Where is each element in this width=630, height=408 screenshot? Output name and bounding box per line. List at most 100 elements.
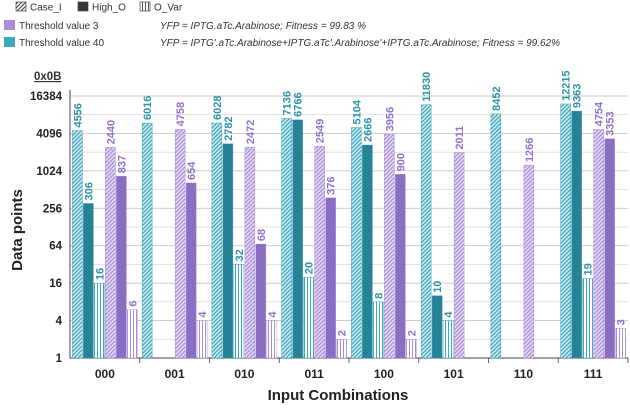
bar-high-o-t3 xyxy=(395,174,406,359)
legend-threshold-label: Threshold value 40 xyxy=(19,38,104,49)
y-tick-label: 16384 xyxy=(30,91,63,103)
bar-case-i-t3 xyxy=(523,164,535,359)
legend-threshold-label: Threshold value 3 xyxy=(19,21,99,32)
corner-label: 0x0B xyxy=(34,71,62,83)
x-tick-label: 001 xyxy=(165,367,185,381)
legend-equation: YFP = IPTG.aTc.Arabinose; Fitness = 99.8… xyxy=(160,21,366,32)
bar-case-i-t40 xyxy=(490,113,502,359)
bar-value-label: 2440 xyxy=(105,120,117,144)
y-axis-label: Data points xyxy=(9,189,26,271)
bar-value-label: 4556 xyxy=(72,103,84,127)
bar-case-i-t3 xyxy=(314,146,325,359)
legend-swatch-o-var xyxy=(139,1,151,12)
bar-value-label: 2666 xyxy=(362,118,374,142)
bar-o-var-t3 xyxy=(266,320,278,359)
legend-swatch-threshold xyxy=(4,37,15,47)
bar-value-label: 10 xyxy=(432,281,444,293)
y-tick-label: 16 xyxy=(49,278,62,290)
bar-value-label: 2011 xyxy=(454,126,466,150)
bar-high-o-t3 xyxy=(604,138,615,359)
legend-label: O_Var xyxy=(154,3,183,14)
bar-high-o-t40 xyxy=(431,295,443,359)
bar-high-o-t40 xyxy=(362,144,373,359)
bar-o-var-t40 xyxy=(94,282,105,359)
bar-high-o-t40 xyxy=(571,110,582,359)
bar-value-label: 6 xyxy=(127,300,139,306)
bar-value-label: 4 xyxy=(443,311,455,318)
bar-value-label: 4754 xyxy=(594,101,606,126)
legend-swatch-high-o xyxy=(77,1,89,12)
bar-value-label: 19 xyxy=(583,263,595,275)
y-axis-ticks: 1 4 16 64 256 1024 4096 16384 xyxy=(30,91,63,365)
bar-value-label: 6028 xyxy=(212,96,224,120)
bar-high-o-t3 xyxy=(116,176,127,359)
legend-equation: YFP = IPTG'.aTc.Arabinose+IPTG.aTc'.Arab… xyxy=(160,38,560,49)
bar-value-label: 3 xyxy=(616,319,628,325)
x-tick-label: 000 xyxy=(95,367,115,381)
bar-value-label: 4 xyxy=(267,311,279,318)
bar-o-var-t3 xyxy=(336,339,347,359)
bar-value-label: 3956 xyxy=(384,107,396,131)
bar-value-label: 900 xyxy=(395,153,407,171)
x-tick-label: 100 xyxy=(374,367,394,381)
x-axis-label: Input Combinations xyxy=(268,387,409,403)
y-tick-label: 1 xyxy=(56,353,63,365)
bar-high-o-t3 xyxy=(255,243,267,359)
bar-value-label: 20 xyxy=(304,262,316,274)
bar-case-i-t3 xyxy=(384,134,395,359)
bar-case-i-t40 xyxy=(351,127,362,359)
bar-value-label: 2 xyxy=(337,330,349,336)
x-tick-label: 011 xyxy=(304,367,324,381)
bar-o-var-t40 xyxy=(442,320,454,359)
x-axis-ticks: 000 001 010 011 100 101 110 111 xyxy=(95,358,629,381)
x-tick-label: 010 xyxy=(234,367,254,381)
bar-value-label: 68 xyxy=(256,229,268,241)
bar-high-o-t40 xyxy=(222,143,234,359)
bar-value-label: 2472 xyxy=(245,120,257,144)
bar-o-var-t40 xyxy=(303,276,314,359)
bar-value-label: 837 xyxy=(116,155,128,173)
bar-value-label: 8452 xyxy=(491,86,503,110)
x-tick-label: 110 xyxy=(514,367,534,381)
y-tick-label: 256 xyxy=(43,203,62,215)
legend-swatch-threshold xyxy=(4,20,15,30)
bar-value-label: 4758 xyxy=(175,102,187,126)
y-tick-label: 64 xyxy=(49,241,62,253)
bar-value-label: 5104 xyxy=(351,99,363,124)
bar-high-o-t3 xyxy=(185,182,197,359)
bar-high-o-t40 xyxy=(292,119,303,359)
bar-value-label: 12215 xyxy=(561,70,573,101)
bar-case-i-t3 xyxy=(453,152,465,359)
legend-label: Case_I xyxy=(30,3,62,14)
bar-value-label: 376 xyxy=(326,177,338,195)
bar-value-label: 11830 xyxy=(421,72,433,102)
y-tick-label: 4096 xyxy=(36,128,62,140)
x-tick-label: 101 xyxy=(444,367,464,381)
bar-value-label: 8 xyxy=(373,293,385,299)
bar-value-label: 3353 xyxy=(605,111,617,135)
bar-value-label: 6766 xyxy=(293,92,305,116)
bar-value-label: 2549 xyxy=(315,119,327,143)
bar-case-i-t3 xyxy=(244,146,256,359)
bar-value-label: 306 xyxy=(83,182,95,200)
bar-value-label: 2 xyxy=(406,330,418,336)
bar-case-i-t3 xyxy=(593,129,604,359)
bar-value-label: 7136 xyxy=(282,91,294,115)
bar-value-label: 6016 xyxy=(142,96,154,120)
bar-high-o-t3 xyxy=(325,197,336,359)
bar-value-label: 1266 xyxy=(524,138,536,162)
bar-o-var-t3 xyxy=(615,328,626,359)
bar-o-var-t3 xyxy=(406,339,417,359)
bar-value-label: 32 xyxy=(234,249,246,261)
bar-case-i-t40 xyxy=(211,122,223,359)
bar-high-o-t40 xyxy=(83,203,94,359)
bar-o-var-t3 xyxy=(127,309,138,359)
bar-case-i-t40 xyxy=(420,104,432,359)
bar-value-label: 16 xyxy=(94,268,106,280)
bar-value-label: 4 xyxy=(197,311,209,318)
bar-o-var-t40 xyxy=(582,278,593,359)
bar-value-label: 9363 xyxy=(572,84,584,108)
bar-o-var-t3 xyxy=(196,320,208,359)
